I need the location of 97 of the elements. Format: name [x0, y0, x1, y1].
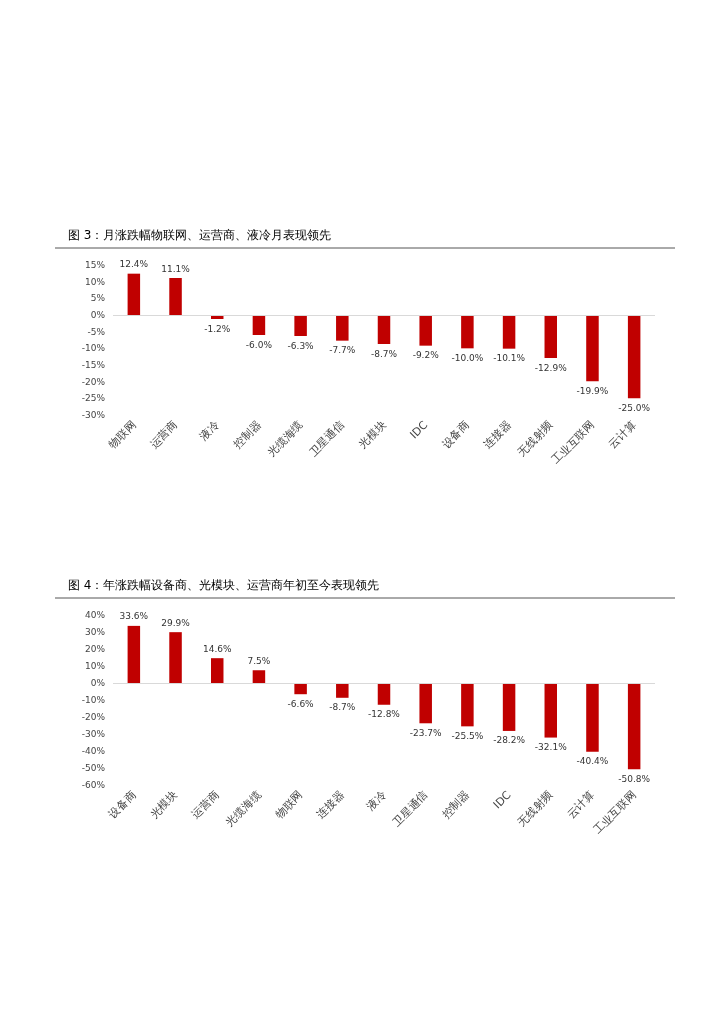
bar — [127, 273, 141, 315]
x-tick-label: 无线射频 — [515, 788, 556, 829]
x-tick-label: 控制器 — [439, 788, 472, 821]
data-label: -23.7% — [409, 727, 443, 738]
x-tick-label: 卫星通信 — [306, 418, 347, 459]
bar — [377, 683, 391, 705]
bar — [294, 683, 307, 695]
bar — [544, 683, 558, 738]
y-tick-label: 10% — [84, 276, 106, 287]
data-label: 11.1% — [161, 263, 191, 274]
x-tick-label: 云计算 — [564, 788, 598, 821]
x-tick-label: 连接器 — [481, 418, 514, 451]
x-tick-label: IDC — [407, 418, 431, 442]
x-tick-label: 运营商 — [147, 418, 181, 451]
x-tick-label: 控制器 — [230, 418, 264, 451]
bar — [461, 315, 474, 349]
bar — [419, 683, 432, 724]
data-label: -12.9% — [534, 362, 568, 373]
data-label: -40.4% — [576, 756, 609, 767]
bar — [377, 315, 391, 344]
bar — [336, 683, 349, 698]
data-label: -1.2% — [204, 323, 231, 334]
y-tick-label: -30% — [81, 729, 106, 739]
y-tick-label: 40% — [84, 610, 106, 620]
y-tick-label: -40% — [81, 746, 106, 756]
y-tick-label: -10% — [81, 695, 106, 705]
bar — [502, 315, 516, 349]
data-label: -7.7% — [329, 345, 356, 356]
bar — [461, 683, 474, 727]
y-tick-label: -50% — [81, 763, 106, 773]
bar — [169, 632, 182, 683]
bar — [252, 315, 266, 335]
x-tick-label: 运营商 — [189, 788, 222, 821]
x-tick-label: 连接器 — [314, 788, 347, 821]
data-label: 7.5% — [247, 655, 271, 666]
y-tick-label: -20% — [81, 376, 106, 387]
x-tick-label: 光缆海缆 — [223, 788, 264, 829]
x-tick-label: 光缆海缆 — [264, 418, 306, 459]
bar — [586, 683, 599, 752]
data-label: -25.0% — [618, 402, 651, 413]
data-label: 12.4% — [119, 259, 149, 270]
data-label: -6.6% — [287, 698, 315, 709]
y-tick-label: 0% — [90, 310, 106, 320]
data-label: -32.1% — [534, 742, 568, 753]
y-tick-label: 20% — [84, 644, 106, 654]
x-tick-label: 设备商 — [439, 418, 472, 451]
bar — [127, 625, 141, 683]
x-tick-label: 云计算 — [606, 418, 639, 451]
bar — [169, 278, 182, 315]
y-tick-label: 30% — [84, 627, 106, 637]
data-label: -9.2% — [412, 350, 440, 361]
x-tick-label: 物联网 — [105, 418, 139, 451]
data-label: -8.7% — [370, 348, 398, 359]
x-tick-label: 物联网 — [272, 788, 306, 821]
x-tick-label: 液冷 — [363, 788, 389, 814]
bar — [627, 315, 641, 399]
bar — [627, 683, 641, 770]
y-tick-label: -60% — [81, 780, 106, 790]
x-tick-label: IDC — [490, 788, 514, 812]
y-tick-label: 0% — [90, 678, 106, 688]
bar — [419, 315, 432, 346]
bar — [544, 315, 558, 358]
bar — [252, 670, 266, 683]
data-label: -12.8% — [368, 709, 401, 720]
y-tick-label: 5% — [90, 293, 106, 304]
data-label: 29.9% — [161, 617, 191, 628]
bar — [502, 683, 516, 731]
data-label: -8.7% — [329, 702, 356, 713]
bar — [336, 315, 349, 341]
data-label: -50.8% — [618, 773, 651, 784]
y-tick-label: 15% — [84, 260, 106, 270]
y-tick-label: -20% — [81, 712, 106, 722]
data-label: -10.0% — [451, 352, 484, 363]
y-tick-label: -5% — [87, 326, 106, 337]
y-tick-label: -25% — [81, 393, 106, 404]
bar — [210, 658, 224, 683]
x-tick-label: 设备商 — [105, 788, 139, 821]
chart-title: 图 3：月涨跌幅物联网、运营商、液冷月表现领先 — [68, 228, 332, 242]
data-label: -6.3% — [287, 340, 315, 351]
data-label: -10.1% — [493, 353, 526, 364]
data-label: -19.9% — [576, 385, 609, 396]
data-label: 33.6% — [119, 611, 149, 622]
y-tick-label: -30% — [81, 410, 106, 420]
bar — [294, 315, 307, 336]
data-label: -28.2% — [493, 735, 526, 746]
y-tick-label: 10% — [84, 661, 106, 671]
x-tick-label: 光模块 — [147, 788, 181, 821]
y-tick-label: -10% — [81, 343, 106, 354]
data-label: -6.0% — [245, 339, 273, 350]
data-label: -25.5% — [451, 730, 484, 741]
x-tick-label: 液冷 — [197, 418, 222, 444]
x-tick-label: 卫星通信 — [389, 788, 431, 829]
chart-title: 图 4：年涨跌幅设备商、光模块、运营商年初至今表现领先 — [68, 578, 380, 592]
data-label: 14.6% — [202, 643, 232, 654]
bar — [586, 315, 599, 382]
y-tick-label: -15% — [81, 360, 106, 370]
x-tick-label: 光模块 — [356, 418, 389, 451]
